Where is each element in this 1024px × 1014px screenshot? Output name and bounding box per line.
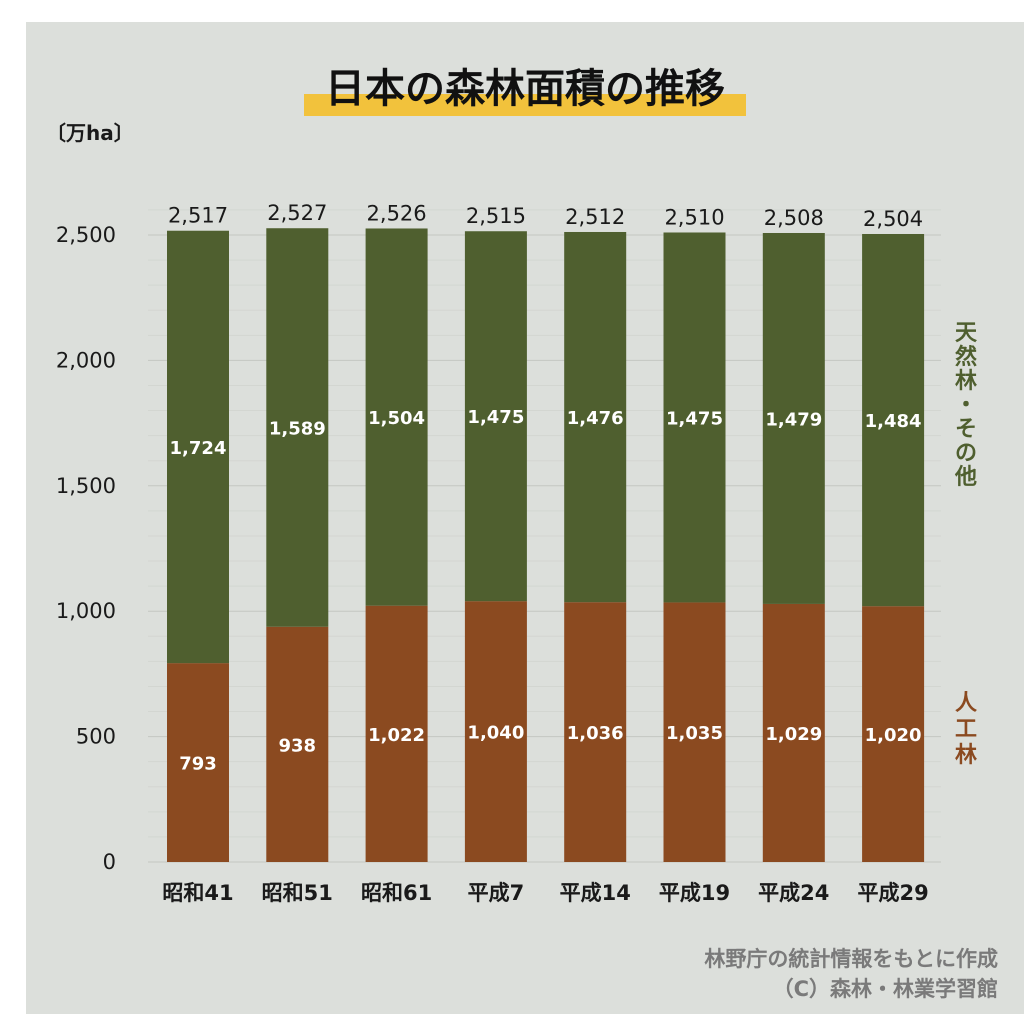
legend-natural-char: ・ <box>955 393 977 418</box>
natural-value-label: 1,475 <box>666 408 723 429</box>
bar-planted <box>464 601 527 862</box>
legend-natural-char: 他 <box>954 465 977 490</box>
bar-planted <box>365 605 428 862</box>
bar-planted <box>167 663 229 862</box>
y-tick-label: 1,000 <box>56 599 116 623</box>
x-category-label: 昭和41 <box>162 881 233 905</box>
bar-planted <box>663 602 726 862</box>
legend-natural-char: の <box>955 441 977 466</box>
total-value-label: 2,526 <box>367 201 427 225</box>
y-tick-label: 1,500 <box>56 474 116 498</box>
planted-value-label: 1,022 <box>368 725 425 746</box>
bars: 793 1,724 2,517 938 1,589 2,527 1,022 1,504 2,52… <box>167 201 925 862</box>
planted-value-label: 1,020 <box>865 725 922 746</box>
x-category-label: 平成29 <box>857 881 928 905</box>
total-value-label: 2,510 <box>664 205 724 229</box>
x-category-label: 平成7 <box>468 881 525 905</box>
y-tick-label: 0 <box>103 850 116 874</box>
planted-value-label: 938 <box>279 735 317 756</box>
chart: 日本の森林面積の推移 〔万ha〕 0 500 1,000 1,500 2,000 2,50… <box>46 66 998 1001</box>
x-category-label: 平成24 <box>758 881 829 905</box>
bar-natural <box>862 233 925 607</box>
natural-value-label: 1,479 <box>765 409 822 430</box>
chart-title: 日本の森林面積の推移 <box>325 66 725 112</box>
legend-natural-char: そ <box>955 417 977 442</box>
bar-planted <box>266 626 329 862</box>
natural-value-label: 1,504 <box>368 408 425 429</box>
title-highlight <box>304 94 746 116</box>
y-tick-label: 500 <box>76 725 116 749</box>
x-category-label: 昭和61 <box>361 881 432 905</box>
planted-value-label: 1,029 <box>765 724 822 745</box>
bar-natural <box>365 228 428 606</box>
natural-value-label: 1,475 <box>467 407 524 428</box>
natural-value-label: 1,484 <box>865 411 922 432</box>
legend-planted-char: 人 <box>955 691 977 716</box>
natural-value-label: 1,476 <box>567 408 624 429</box>
planted-value-label: 793 <box>179 754 217 775</box>
x-category-label: 昭和51 <box>262 881 333 905</box>
bar-planted <box>862 606 925 862</box>
legend-planted-char: 林 <box>955 743 977 768</box>
bar-natural <box>564 231 627 603</box>
copyright-note: （C）森林・林業学習館 <box>773 977 998 1001</box>
total-value-label: 2,517 <box>168 204 228 228</box>
x-category-label: 平成19 <box>659 881 730 905</box>
bar-planted <box>564 602 627 862</box>
total-value-label: 2,527 <box>267 201 327 225</box>
planted-value-label: 1,036 <box>567 723 624 744</box>
y-tick-label: 2,000 <box>56 348 116 372</box>
legend-natural-char: 然 <box>955 344 977 370</box>
total-value-label: 2,512 <box>565 205 625 229</box>
bar-planted <box>762 603 825 862</box>
bar-natural <box>762 232 825 604</box>
natural-value-label: 1,724 <box>170 438 227 459</box>
y-tick-label: 2,500 <box>56 223 116 247</box>
bar-natural <box>663 232 726 603</box>
natural-value-label: 1,589 <box>269 418 326 439</box>
chart-panel: 日本の森林面積の推移 〔万ha〕 0 500 1,000 1,500 2,000 2,50… <box>26 22 1024 1014</box>
total-value-label: 2,504 <box>863 207 923 231</box>
bar-natural <box>167 230 229 664</box>
y-axis-ticks: 0 500 1,000 1,500 2,000 2,500 <box>56 223 116 874</box>
x-category-label: 平成14 <box>560 881 631 905</box>
bar-natural <box>464 231 527 602</box>
total-value-label: 2,515 <box>466 204 526 228</box>
x-axis-labels: 昭和41 昭和51 昭和61 平成7 平成14 平成19 平成24 平成29 <box>162 881 928 905</box>
bar-natural <box>266 228 329 627</box>
legend-natural-char: 林 <box>955 369 977 394</box>
source-note: 林野庁の統計情報をもとに作成 <box>704 947 998 971</box>
planted-value-label: 1,035 <box>666 723 723 744</box>
legend-natural-char: 天 <box>955 321 978 346</box>
y-axis-unit: 〔万ha〕 <box>46 121 134 145</box>
legend-planted-char: 工 <box>955 717 977 742</box>
total-value-label: 2,508 <box>764 206 824 230</box>
planted-value-label: 1,040 <box>467 723 524 744</box>
